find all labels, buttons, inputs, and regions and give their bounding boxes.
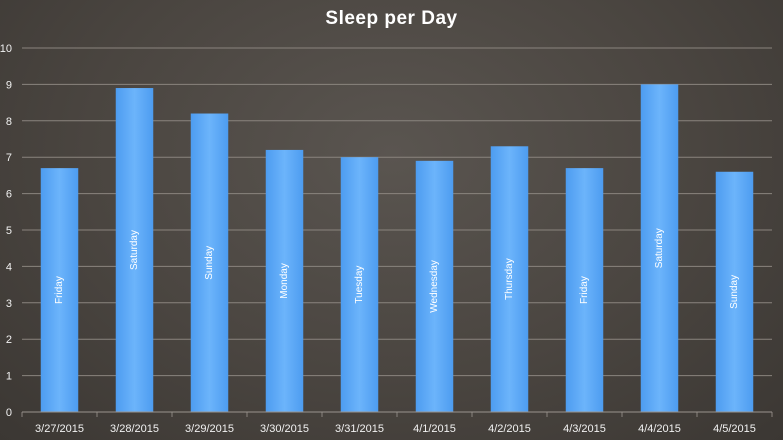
x-tick-label: 3/31/2015: [335, 423, 384, 435]
bar: [115, 88, 154, 412]
x-tick-label: 4/5/2015: [713, 423, 756, 435]
bar: [265, 149, 304, 413]
y-tick-label: 7: [6, 152, 12, 164]
bar: [715, 171, 754, 412]
x-tick-label: 4/2/2015: [488, 423, 531, 435]
bar: [190, 113, 229, 413]
y-tick-label: 0: [6, 407, 12, 419]
x-tick-label: 3/28/2015: [110, 423, 159, 435]
bar: [40, 168, 79, 412]
bars: Friday Saturday Sunday Monday Tuesday Wednesd…: [40, 84, 754, 413]
y-tick-label: 10: [0, 43, 12, 55]
x-axis: 3/27/2015 3/28/2015 3/29/2015 3/30/2015 3/31…: [21, 411, 773, 435]
bar: [340, 157, 379, 412]
x-tick-label: 4/1/2015: [413, 423, 456, 435]
bar-data-label: Tuesday: [354, 266, 365, 304]
y-tick-label: 2: [6, 334, 12, 346]
chart-title: Sleep per Day: [325, 8, 458, 29]
bar-data-label: Thursday: [504, 258, 515, 300]
y-tick-label: 3: [6, 298, 12, 310]
y-tick-label: 8: [6, 116, 12, 128]
bar: [565, 168, 604, 412]
bar-data-label: Saturday: [129, 230, 140, 270]
x-tick-label: 4/4/2015: [638, 423, 681, 435]
x-tick-label: 3/27/2015: [35, 423, 84, 435]
bar: [490, 146, 529, 412]
x-tick-label: 3/29/2015: [185, 423, 234, 435]
y-tick-label: 1: [6, 371, 12, 383]
bar-data-label: Friday: [54, 276, 65, 304]
y-tick-label: 9: [6, 79, 12, 91]
bar-data-label: Saturday: [654, 228, 665, 268]
bar: [640, 84, 679, 413]
y-tick-label: 5: [6, 225, 12, 237]
y-axis: 0 1 2 3 4 5 6 7 8 9 10: [0, 43, 12, 419]
x-tick-label: 4/3/2015: [563, 423, 606, 435]
y-tick-label: 6: [6, 189, 12, 201]
y-tick-label: 4: [6, 261, 12, 273]
bar-data-label: Wednesday: [429, 260, 440, 313]
bar: [415, 160, 454, 412]
bar-data-label: Sunday: [729, 275, 740, 309]
bar-data-label: Sunday: [204, 246, 215, 280]
x-tick-label: 3/30/2015: [260, 423, 309, 435]
bar-data-label: Monday: [279, 263, 290, 299]
bar-data-label: Friday: [579, 276, 590, 304]
